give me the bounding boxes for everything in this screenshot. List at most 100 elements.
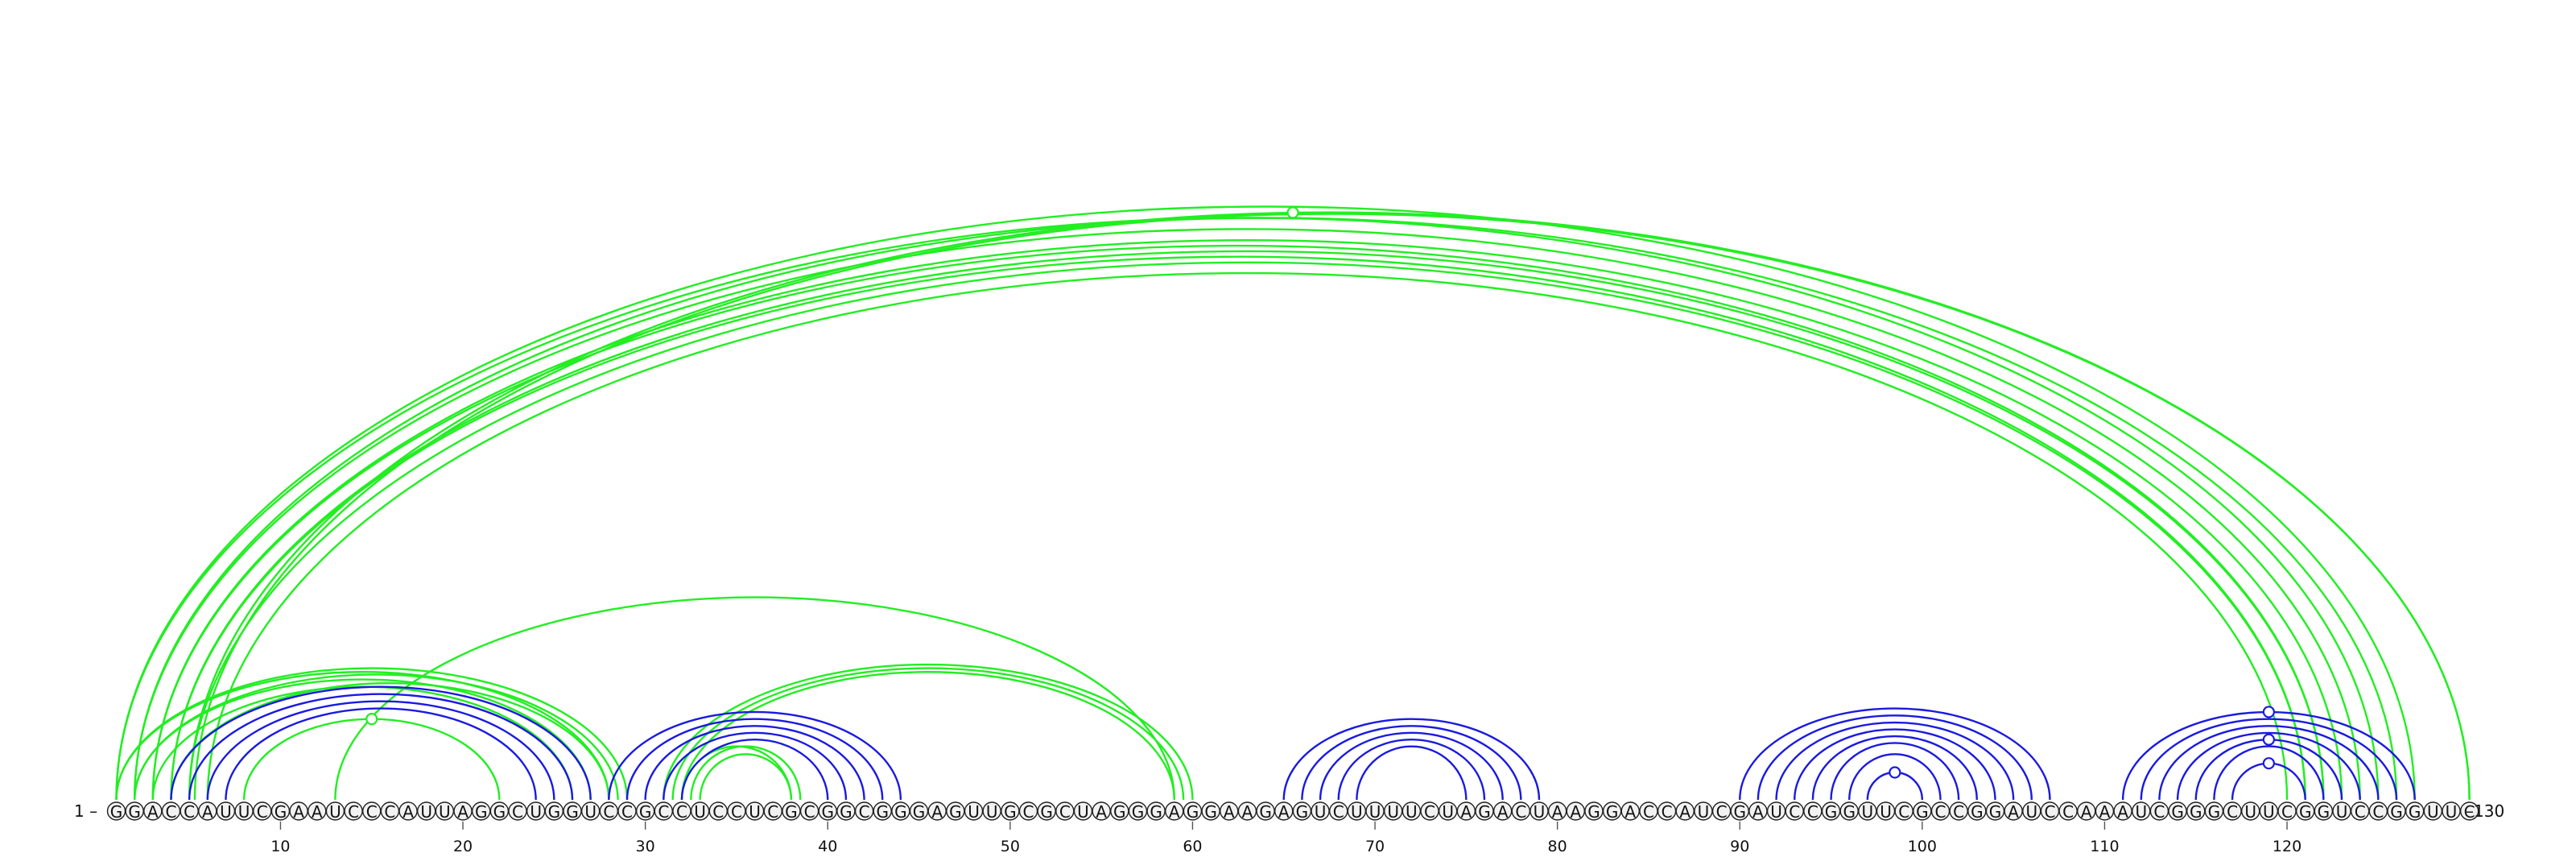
nucleotide: U — [1073, 801, 1093, 822]
nucleotide: A — [308, 801, 327, 822]
nucleotide: C — [617, 801, 637, 822]
nucleotide: A — [1220, 801, 1239, 822]
nucleotide-letter: G — [1040, 802, 1053, 822]
nucleotide: G — [1128, 801, 1148, 822]
nucleotide-letter: C — [767, 802, 778, 822]
nucleotide: G — [1037, 801, 1056, 822]
nucleotide-letter: G — [1989, 802, 2002, 822]
nucleotide-letter: G — [1296, 802, 1309, 822]
nucleotide: A — [289, 801, 308, 822]
nucleotide-letter: U — [1369, 802, 1381, 822]
green-pair-arc-5.3-130 — [193, 213, 2471, 801]
blue-pair-arc-69-75 — [1356, 745, 1468, 801]
nucleotide: A — [1165, 801, 1184, 822]
nucleotide-letter: C — [384, 802, 395, 822]
nucleotide-letter: U — [986, 802, 998, 822]
blue-pair-marker-3 — [2262, 733, 2275, 746]
nucleotide: A — [2004, 801, 2023, 822]
nucleotide: U — [982, 801, 1001, 822]
nucleotide-letter: G — [2390, 802, 2403, 822]
nucleotide: U — [435, 801, 455, 822]
nucleotide: G — [1602, 801, 1622, 822]
nucleotide-letter: C — [804, 802, 815, 822]
nucleotide-letter: G — [566, 802, 579, 822]
nucleotide-letter: C — [1807, 802, 1818, 822]
nucleotide-letter: G — [2318, 802, 2330, 822]
nucleotide: U — [1365, 801, 1385, 822]
nucleotide: U — [1311, 801, 1330, 822]
nucleotide-letter: G — [1606, 802, 1619, 822]
nucleotide-letter: U — [2446, 802, 2458, 822]
nucleotide-letter: A — [931, 802, 943, 822]
nucleotide-letter: G — [1733, 802, 1746, 822]
green-pair-arc-3-123 — [151, 239, 2343, 801]
tick-label: 40 — [818, 838, 837, 855]
nucleotide: G — [270, 801, 291, 822]
nucleotide-letter: C — [621, 802, 633, 822]
nucleotide: G — [2387, 801, 2406, 822]
nucleotide: G — [2168, 801, 2187, 822]
nucleotide-letter: C — [2355, 802, 2366, 822]
nucleotide: G — [1183, 801, 1203, 822]
nucleotide-letter: C — [366, 802, 378, 822]
nucleotide-letter: U — [2135, 802, 2147, 822]
nucleotide: C — [854, 801, 874, 822]
nucleotide: U — [1347, 801, 1367, 822]
nucleotide-letter: G — [1916, 802, 1929, 822]
blue-pair-arc-65-79 — [1282, 718, 1541, 801]
nucleotide: U — [2022, 801, 2041, 822]
nucleotide: G — [2295, 801, 2315, 822]
nucleotide-letter: C — [859, 802, 870, 822]
nucleotide-letter: U — [1351, 802, 1363, 822]
nucleotide: G — [489, 801, 510, 822]
nucleotide-letter: C — [184, 802, 195, 822]
nucleotide-letter: A — [1679, 802, 1690, 822]
nucleotide: A — [1566, 801, 1586, 822]
nucleotide: G — [125, 801, 144, 822]
nucleotide: C — [654, 801, 673, 822]
blue-pair-arc-29-43 — [625, 718, 884, 801]
nucleotide-letter: C — [2062, 802, 2074, 822]
nucleotide: U — [417, 801, 436, 822]
nucleotide-letter: A — [1570, 802, 1581, 822]
blue-pair-arc-67-77 — [1319, 731, 1504, 801]
nucleotide-letter: G — [2409, 802, 2421, 822]
green-pair-arc-2-28.5 — [133, 673, 619, 801]
nucleotide-letter: G — [2190, 802, 2202, 822]
nucleotide-letter: C — [1953, 802, 1964, 822]
nucleotide: U — [745, 801, 765, 822]
nucleotide-letter: G — [1113, 802, 1126, 822]
nucleotide: G — [1913, 801, 1932, 822]
nucleotide-letter: U — [1315, 802, 1327, 822]
nucleotide-letter: C — [603, 802, 614, 822]
nucleotide-letter: A — [1169, 802, 1180, 822]
nucleotide-letter: A — [1278, 802, 1290, 822]
nucleotide: G — [1967, 801, 1987, 822]
nucleotide-letter: U — [1880, 802, 1892, 822]
nucleotide: G — [1146, 801, 1166, 822]
nucleotide-letter: U — [1770, 802, 1782, 822]
nucleotide: U — [1858, 801, 1877, 822]
blue-pair-arc-90-107 — [1739, 707, 2051, 801]
nucleotide: C — [2350, 801, 2370, 822]
nucleotide-letter: A — [2099, 802, 2111, 822]
green-pair-arc-3-122 — [151, 244, 2325, 801]
blue-pair-arc-30-42 — [644, 725, 865, 801]
nucleotide: C — [727, 801, 746, 822]
green-pair-arc-1-125 — [115, 217, 2380, 801]
nucleotide-letter: G — [949, 802, 962, 822]
green-pair-arc-33-38 — [699, 753, 793, 801]
nucleotide-letter: G — [1132, 802, 1145, 822]
nucleotide: G — [1821, 801, 1841, 822]
nucleotide-letter: G — [876, 802, 889, 822]
tick-label: 20 — [453, 838, 473, 855]
blue-pair-arc-6-25 — [206, 700, 555, 801]
pair-markers — [365, 206, 2275, 779]
blue-pair-arc-91-106 — [1757, 714, 2033, 801]
green-pair-arc-32.5-38.5 — [690, 745, 802, 801]
nucleotide: C — [672, 801, 691, 822]
nucleotide-letter: A — [2081, 802, 2092, 822]
nucleotide: C — [763, 801, 782, 822]
nucleotide: U — [580, 801, 601, 822]
nucleotide: C — [362, 801, 382, 822]
